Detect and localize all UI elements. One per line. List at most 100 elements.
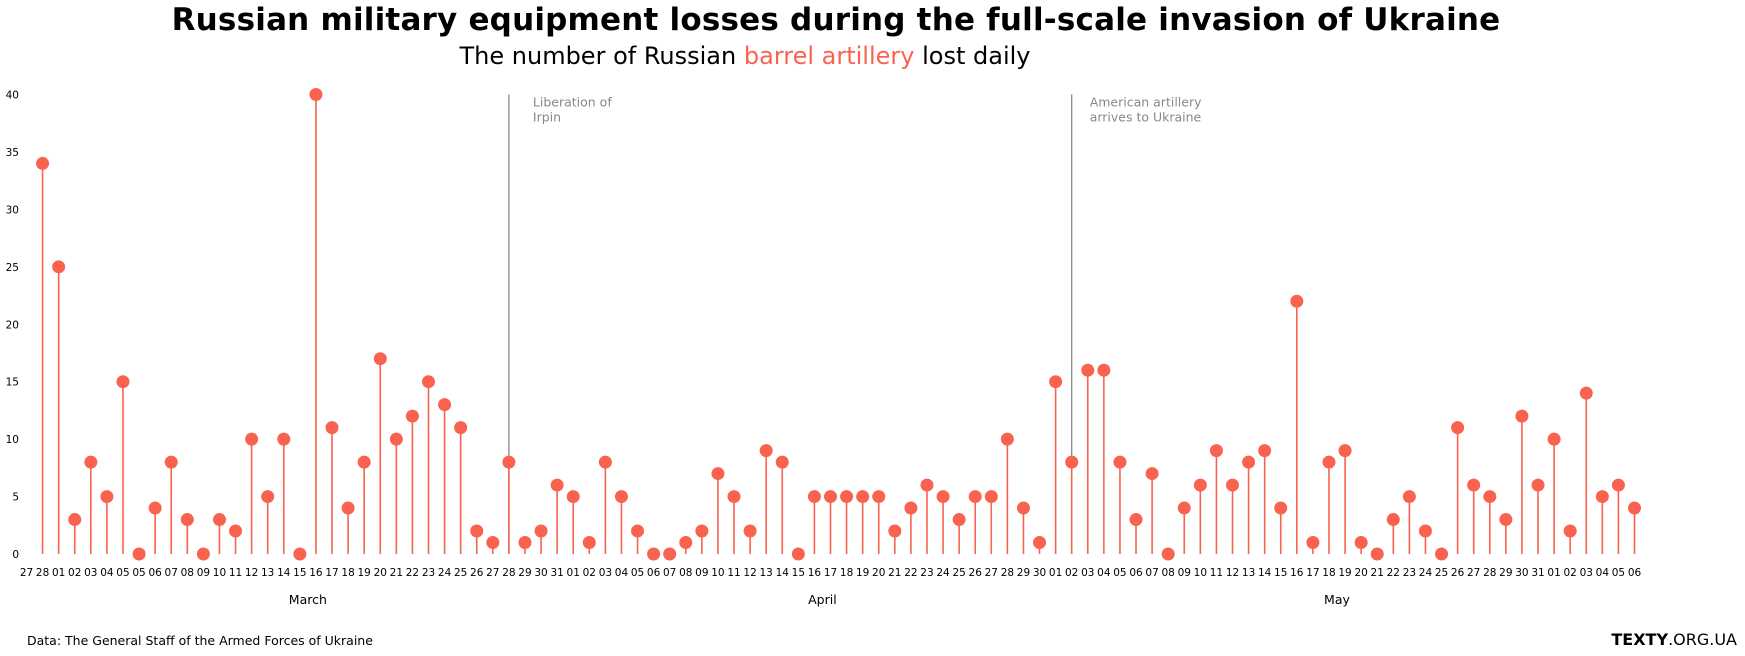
x-tick-label: 06 bbox=[1129, 567, 1143, 579]
data-point bbox=[373, 352, 387, 366]
data-point bbox=[470, 524, 484, 538]
x-tick-label: 22 bbox=[406, 567, 419, 579]
month-label: April bbox=[808, 592, 837, 607]
data-point bbox=[454, 421, 468, 435]
data-point bbox=[1354, 536, 1368, 550]
data-point bbox=[727, 490, 741, 504]
data-point bbox=[1242, 455, 1256, 469]
data-point bbox=[936, 490, 950, 504]
data-point bbox=[518, 536, 532, 550]
data-point bbox=[229, 524, 243, 538]
brand-bold: TEXTY bbox=[1611, 630, 1669, 649]
x-tick-label: 03 bbox=[84, 567, 97, 579]
x-tick-label: 14 bbox=[1258, 567, 1272, 579]
y-tick-label: 35 bbox=[6, 147, 19, 159]
x-tick-label: 04 bbox=[1097, 567, 1111, 579]
data-point bbox=[1193, 478, 1207, 492]
data-point bbox=[1628, 501, 1641, 515]
data-point bbox=[1547, 432, 1561, 446]
x-tick-label: 19 bbox=[357, 567, 370, 579]
x-tick-label: 26 bbox=[969, 567, 983, 579]
x-tick-label: 20 bbox=[374, 567, 387, 579]
data-point bbox=[405, 409, 419, 423]
data-point bbox=[325, 421, 339, 435]
data-point bbox=[502, 455, 516, 469]
x-tick-label: 16 bbox=[808, 567, 822, 579]
data-source-note: Data: The General Staff of the Armed For… bbox=[27, 633, 373, 648]
data-point bbox=[180, 513, 194, 527]
data-point bbox=[1322, 455, 1336, 469]
x-tick-label: 09 bbox=[695, 567, 708, 579]
data-point bbox=[212, 513, 226, 527]
subtitle-prefix: The number of Russian bbox=[459, 42, 744, 70]
data-point bbox=[100, 490, 114, 504]
data-point bbox=[1000, 432, 1014, 446]
x-tick-label: 11 bbox=[1210, 567, 1223, 579]
data-point bbox=[1370, 547, 1384, 561]
month-label: March bbox=[289, 592, 327, 607]
data-point bbox=[872, 490, 886, 504]
y-tick-label: 20 bbox=[6, 319, 19, 331]
data-point bbox=[1161, 547, 1175, 561]
data-point bbox=[582, 536, 596, 550]
data-point bbox=[357, 455, 371, 469]
data-point bbox=[695, 524, 709, 538]
data-point bbox=[1033, 536, 1047, 550]
x-tick-label: 08 bbox=[181, 567, 194, 579]
data-point bbox=[1209, 444, 1223, 458]
y-tick-label: 10 bbox=[6, 434, 19, 446]
data-point bbox=[711, 467, 725, 481]
x-tick-label: 08 bbox=[1161, 567, 1174, 579]
y-tick-label: 25 bbox=[6, 262, 19, 274]
data-point bbox=[486, 536, 500, 550]
x-tick-label: 07 bbox=[663, 567, 676, 579]
brand-logo: TEXTY.ORG.UA bbox=[1611, 630, 1737, 649]
data-point bbox=[422, 375, 435, 389]
x-tick-label: 16 bbox=[309, 567, 323, 579]
data-point bbox=[1579, 386, 1593, 400]
data-point bbox=[614, 490, 628, 504]
x-tick-label: 20 bbox=[1354, 567, 1367, 579]
x-tick-label: 15 bbox=[792, 567, 805, 579]
y-tick-label: 30 bbox=[6, 204, 19, 216]
data-point bbox=[759, 444, 773, 458]
annotation-text: arrives to Ukraine bbox=[1090, 110, 1202, 125]
x-tick-label: 16 bbox=[1290, 567, 1304, 579]
x-tick-label: 12 bbox=[245, 567, 258, 579]
x-tick-label: 11 bbox=[229, 567, 242, 579]
x-tick-label: 28 bbox=[1483, 567, 1496, 579]
data-point bbox=[1467, 478, 1481, 492]
data-point bbox=[389, 432, 403, 446]
x-tick-label: 14 bbox=[277, 567, 291, 579]
x-tick-label: 28 bbox=[1001, 567, 1014, 579]
x-tick-label: 09 bbox=[1178, 567, 1191, 579]
data-point bbox=[1258, 444, 1272, 458]
x-tick-label: 05 bbox=[116, 567, 129, 579]
data-point bbox=[1177, 501, 1191, 515]
data-point bbox=[309, 88, 323, 101]
x-tick-label: 25 bbox=[1435, 567, 1448, 579]
x-tick-label: 21 bbox=[1371, 567, 1384, 579]
x-tick-label: 02 bbox=[1065, 567, 1078, 579]
x-tick-label: 10 bbox=[711, 567, 724, 579]
data-point bbox=[1097, 363, 1111, 377]
data-point bbox=[743, 524, 757, 538]
x-tick-label: 27 bbox=[20, 567, 33, 579]
x-tick-label: 24 bbox=[1419, 567, 1433, 579]
x-tick-label: 15 bbox=[293, 567, 306, 579]
x-tick-label: 04 bbox=[100, 567, 114, 579]
data-point bbox=[1451, 421, 1465, 435]
data-point bbox=[1049, 375, 1063, 389]
x-tick-label: 13 bbox=[1242, 567, 1255, 579]
x-tick-label: 05 bbox=[1612, 567, 1625, 579]
x-tick-label: 12 bbox=[1226, 567, 1239, 579]
data-point bbox=[164, 455, 178, 469]
x-tick-label: 10 bbox=[1194, 567, 1207, 579]
data-point bbox=[920, 478, 934, 492]
data-point bbox=[1226, 478, 1239, 492]
data-point bbox=[840, 490, 854, 504]
x-tick-label: 27 bbox=[1467, 567, 1480, 579]
x-tick-label: 23 bbox=[422, 567, 435, 579]
x-tick-label: 22 bbox=[904, 567, 917, 579]
data-point bbox=[1563, 524, 1577, 538]
